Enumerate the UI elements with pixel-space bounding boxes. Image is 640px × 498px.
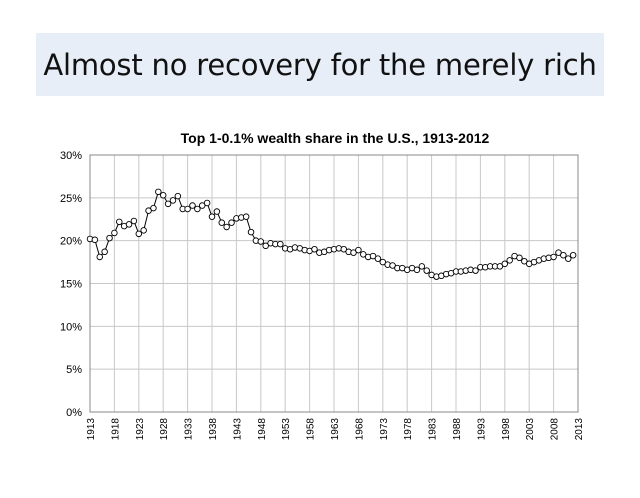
data-point	[91, 236, 99, 244]
data-point	[218, 219, 226, 226]
x-tick-label: 1978	[403, 418, 414, 441]
x-tick-label: 1953	[281, 418, 292, 441]
data-point	[506, 257, 513, 264]
x-tick-label: 1958	[306, 418, 317, 441]
x-tick-label: 1993	[476, 418, 487, 441]
data-point	[116, 218, 123, 226]
data-point	[203, 199, 211, 207]
data-point	[159, 192, 167, 199]
data-point	[550, 253, 557, 261]
data-point	[155, 188, 162, 196]
y-tick-label: 30%	[60, 150, 82, 162]
data-point	[247, 228, 255, 236]
data-point	[569, 251, 577, 259]
x-tick-label: 1998	[501, 418, 512, 441]
y-tick-label: 5%	[66, 364, 82, 376]
data-point	[423, 267, 430, 274]
data-point	[189, 202, 196, 209]
data-point	[150, 204, 157, 212]
x-tick-label: 1948	[257, 418, 268, 441]
y-tick-label: 20%	[60, 236, 82, 248]
data-point	[355, 246, 362, 254]
x-tick-label: 1988	[452, 418, 463, 441]
data-point	[277, 240, 284, 248]
x-tick-label: 1973	[379, 418, 390, 441]
data-point	[472, 267, 479, 274]
data-point	[174, 192, 182, 200]
data-point	[194, 205, 201, 213]
data-point	[96, 253, 104, 261]
data-point	[521, 257, 528, 265]
data-point	[496, 263, 504, 270]
data-point	[169, 197, 177, 204]
data-point	[560, 251, 567, 259]
slide-title: Almost no recovery for the merely rich	[43, 47, 597, 82]
y-tick-label: 15%	[60, 279, 82, 291]
x-tick-label: 1928	[159, 418, 170, 441]
x-tick-label: 1918	[110, 418, 121, 441]
y-tick-label: 25%	[60, 193, 82, 205]
x-tick-label: 1923	[135, 418, 146, 441]
data-point	[350, 249, 357, 256]
x-tick-label: 1938	[208, 418, 219, 441]
data-point	[111, 229, 118, 237]
data-point	[501, 260, 509, 268]
data-point	[198, 202, 206, 209]
data-point	[125, 221, 133, 228]
data-point	[564, 255, 572, 262]
data-point	[208, 213, 216, 220]
x-tick-label: 1963	[330, 418, 341, 441]
plot-frame	[89, 154, 579, 413]
chart-title: Top 1-0.1% wealth share in the U.S., 191…	[180, 130, 490, 146]
x-tick-label: 1943	[232, 418, 243, 441]
data-point	[242, 213, 250, 220]
data-point	[228, 219, 235, 226]
data-point	[257, 238, 265, 245]
data-point	[184, 205, 191, 213]
data-point	[130, 217, 138, 225]
x-tick-label: 1983	[428, 418, 439, 441]
data-point	[379, 258, 387, 266]
data-point	[145, 207, 152, 214]
data-point	[555, 249, 562, 256]
data-point	[106, 234, 113, 242]
data-point	[369, 252, 377, 260]
data-point	[213, 208, 221, 215]
y-tick-label: 10%	[60, 321, 82, 333]
data-point	[340, 245, 348, 253]
data-point	[135, 230, 143, 238]
data-point	[164, 200, 172, 208]
x-tick-label: 1968	[354, 418, 365, 441]
data-point	[262, 242, 269, 250]
y-tick-label: 0%	[66, 407, 82, 419]
data-point	[389, 262, 396, 269]
x-tick-label: 2013	[574, 418, 585, 441]
data-point	[101, 248, 108, 256]
slide-title-banner: Almost no recovery for the merely rich	[36, 33, 604, 96]
data-point	[311, 245, 318, 253]
data-point	[418, 263, 426, 270]
x-tick-label: 2003	[525, 418, 536, 441]
x-tick-label: 1933	[184, 418, 195, 441]
data-point	[516, 254, 523, 262]
data-point	[413, 266, 421, 274]
x-tick-label: 2008	[550, 418, 561, 441]
data-point	[374, 255, 382, 262]
data-point	[223, 223, 230, 231]
data-point	[140, 227, 147, 234]
x-tick-label: 1913	[86, 418, 97, 441]
data-point	[360, 251, 367, 258]
